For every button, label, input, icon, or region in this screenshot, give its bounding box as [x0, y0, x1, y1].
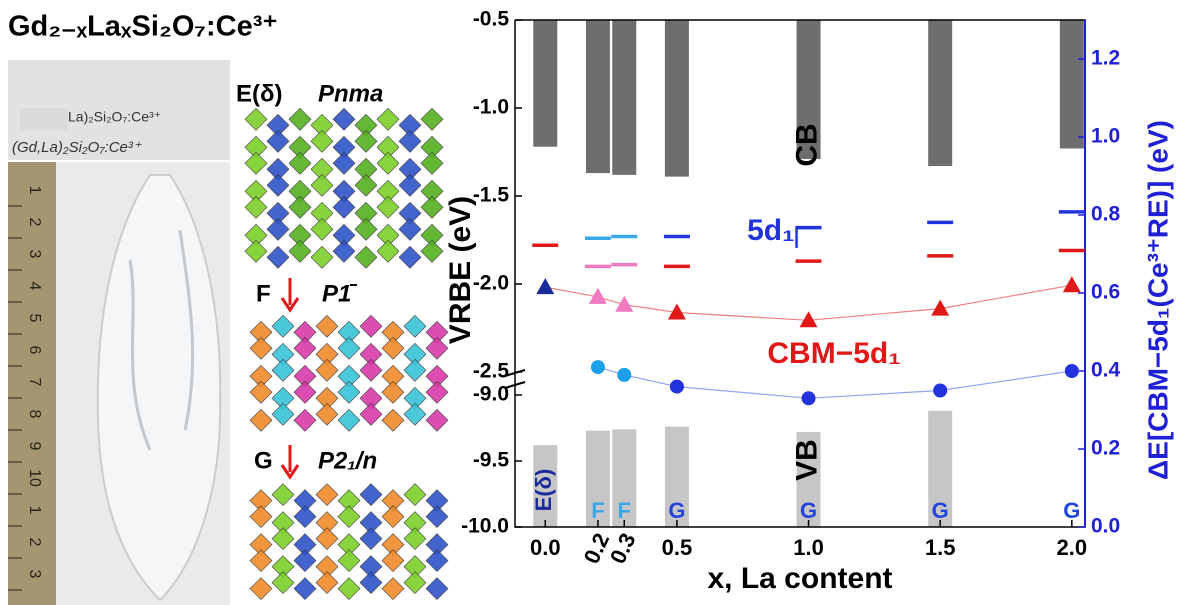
ruler-label: 8 — [26, 410, 43, 419]
x-tick-label: 2.0 — [1057, 535, 1088, 560]
phase-label: G — [668, 498, 685, 523]
figure-title: Gd₂₋ₓLaₓSi₂O₇:Ce³⁺ — [8, 11, 278, 43]
ruler-label: 2 — [26, 218, 43, 227]
series-label: CBM−5d₁ — [767, 337, 900, 370]
y-tick-label: -2.0 — [473, 272, 509, 295]
circle-marker — [802, 391, 816, 405]
phase-label: G — [254, 447, 273, 474]
phase-label: G — [932, 498, 949, 523]
cb-bar — [928, 20, 952, 166]
ruler-label: 4 — [26, 282, 43, 291]
x-tick-label: 1.0 — [793, 535, 824, 560]
ruler-label: 1 — [26, 506, 43, 515]
phase-label: F — [591, 498, 604, 523]
circle-marker — [933, 384, 947, 398]
y2-tick-label: 1.2 — [1091, 47, 1120, 70]
y2-tick-label: 1.0 — [1091, 125, 1120, 148]
y-tick-label: -2.5 — [473, 360, 510, 383]
phase-label: F — [618, 498, 631, 523]
x-axis-label: x, La content — [707, 562, 892, 595]
ruler-label: 5 — [26, 314, 43, 323]
x-tick-label: 0.0 — [530, 535, 561, 560]
space-group: Pnma — [318, 80, 383, 107]
y-axis-label: VRBE (eV) — [444, 196, 477, 344]
y-tick-label: -10.0 — [461, 515, 509, 538]
y2-tick-label: 0.4 — [1091, 359, 1121, 382]
space-group: P2₁/n — [318, 447, 377, 474]
cb-bar — [665, 20, 689, 177]
y2-axis-label: ΔE[CBM−5d₁(Ce³⁺RE)] (eV) — [1142, 120, 1173, 480]
y-tick-label: -9.5 — [473, 449, 510, 472]
photo-label: (Gd,La)₂Si₂O₇:Ce³⁺ — [12, 139, 142, 156]
ruler-label: 9 — [26, 442, 43, 451]
circle-marker — [670, 380, 684, 394]
photo-label: La)₂Si₂O₇:Ce³⁺ — [68, 109, 161, 125]
y-tick-label: -9.0 — [473, 383, 509, 406]
cb-bar — [586, 20, 610, 173]
y-tick-label: -1.5 — [473, 184, 510, 207]
figure: La)₂Si₂O₇:Ce³⁺ (Gd,La)₂Si₂O₇:Ce³⁺ 1 2 3 4 5 6… — [0, 0, 1181, 605]
ruler-label: 2 — [26, 538, 43, 547]
phase-label: E(δ) — [531, 469, 556, 512]
photo-panel: La)₂Si₂O₇:Ce³⁺ (Gd,La)₂Si₂O₇:Ce³⁺ 1 2 3 4 5 6… — [8, 60, 230, 605]
y2-tick-label: 0.2 — [1091, 437, 1120, 460]
phase-label: F — [256, 280, 271, 307]
y-tick-label: -1.0 — [473, 96, 509, 119]
y-tick-label: -0.5 — [473, 8, 510, 31]
ruler-label: 7 — [26, 378, 43, 387]
circle-marker — [617, 368, 631, 382]
y2-tick-label: 0.8 — [1091, 203, 1121, 226]
ruler-label: 1 — [26, 186, 43, 195]
series-label: 5d₁ — [747, 214, 794, 247]
circle-marker — [591, 360, 605, 374]
phase-label: G — [1063, 498, 1080, 523]
circle-marker — [1065, 364, 1079, 378]
band-label: CB — [790, 123, 823, 166]
y2-tick-label: 0.6 — [1091, 281, 1120, 304]
x-tick-label: 1.5 — [925, 535, 956, 560]
ruler-label: 3 — [26, 570, 43, 579]
x-tick-label: 0.5 — [662, 535, 693, 560]
cb-bar — [533, 20, 557, 147]
structure-image — [250, 484, 448, 600]
crystal-piece — [20, 108, 68, 130]
phase-label: E(δ) — [236, 80, 283, 107]
structure-image — [250, 315, 448, 431]
cb-bar — [1060, 20, 1084, 148]
ruler-label: 10 — [26, 469, 43, 487]
ruler-label: 3 — [26, 250, 43, 259]
ruler-label: 6 — [26, 346, 43, 355]
phase-label: G — [800, 498, 817, 523]
band-label: VB — [790, 439, 823, 481]
y2-tick-label: 0.0 — [1091, 515, 1120, 538]
cb-bar — [612, 20, 636, 175]
